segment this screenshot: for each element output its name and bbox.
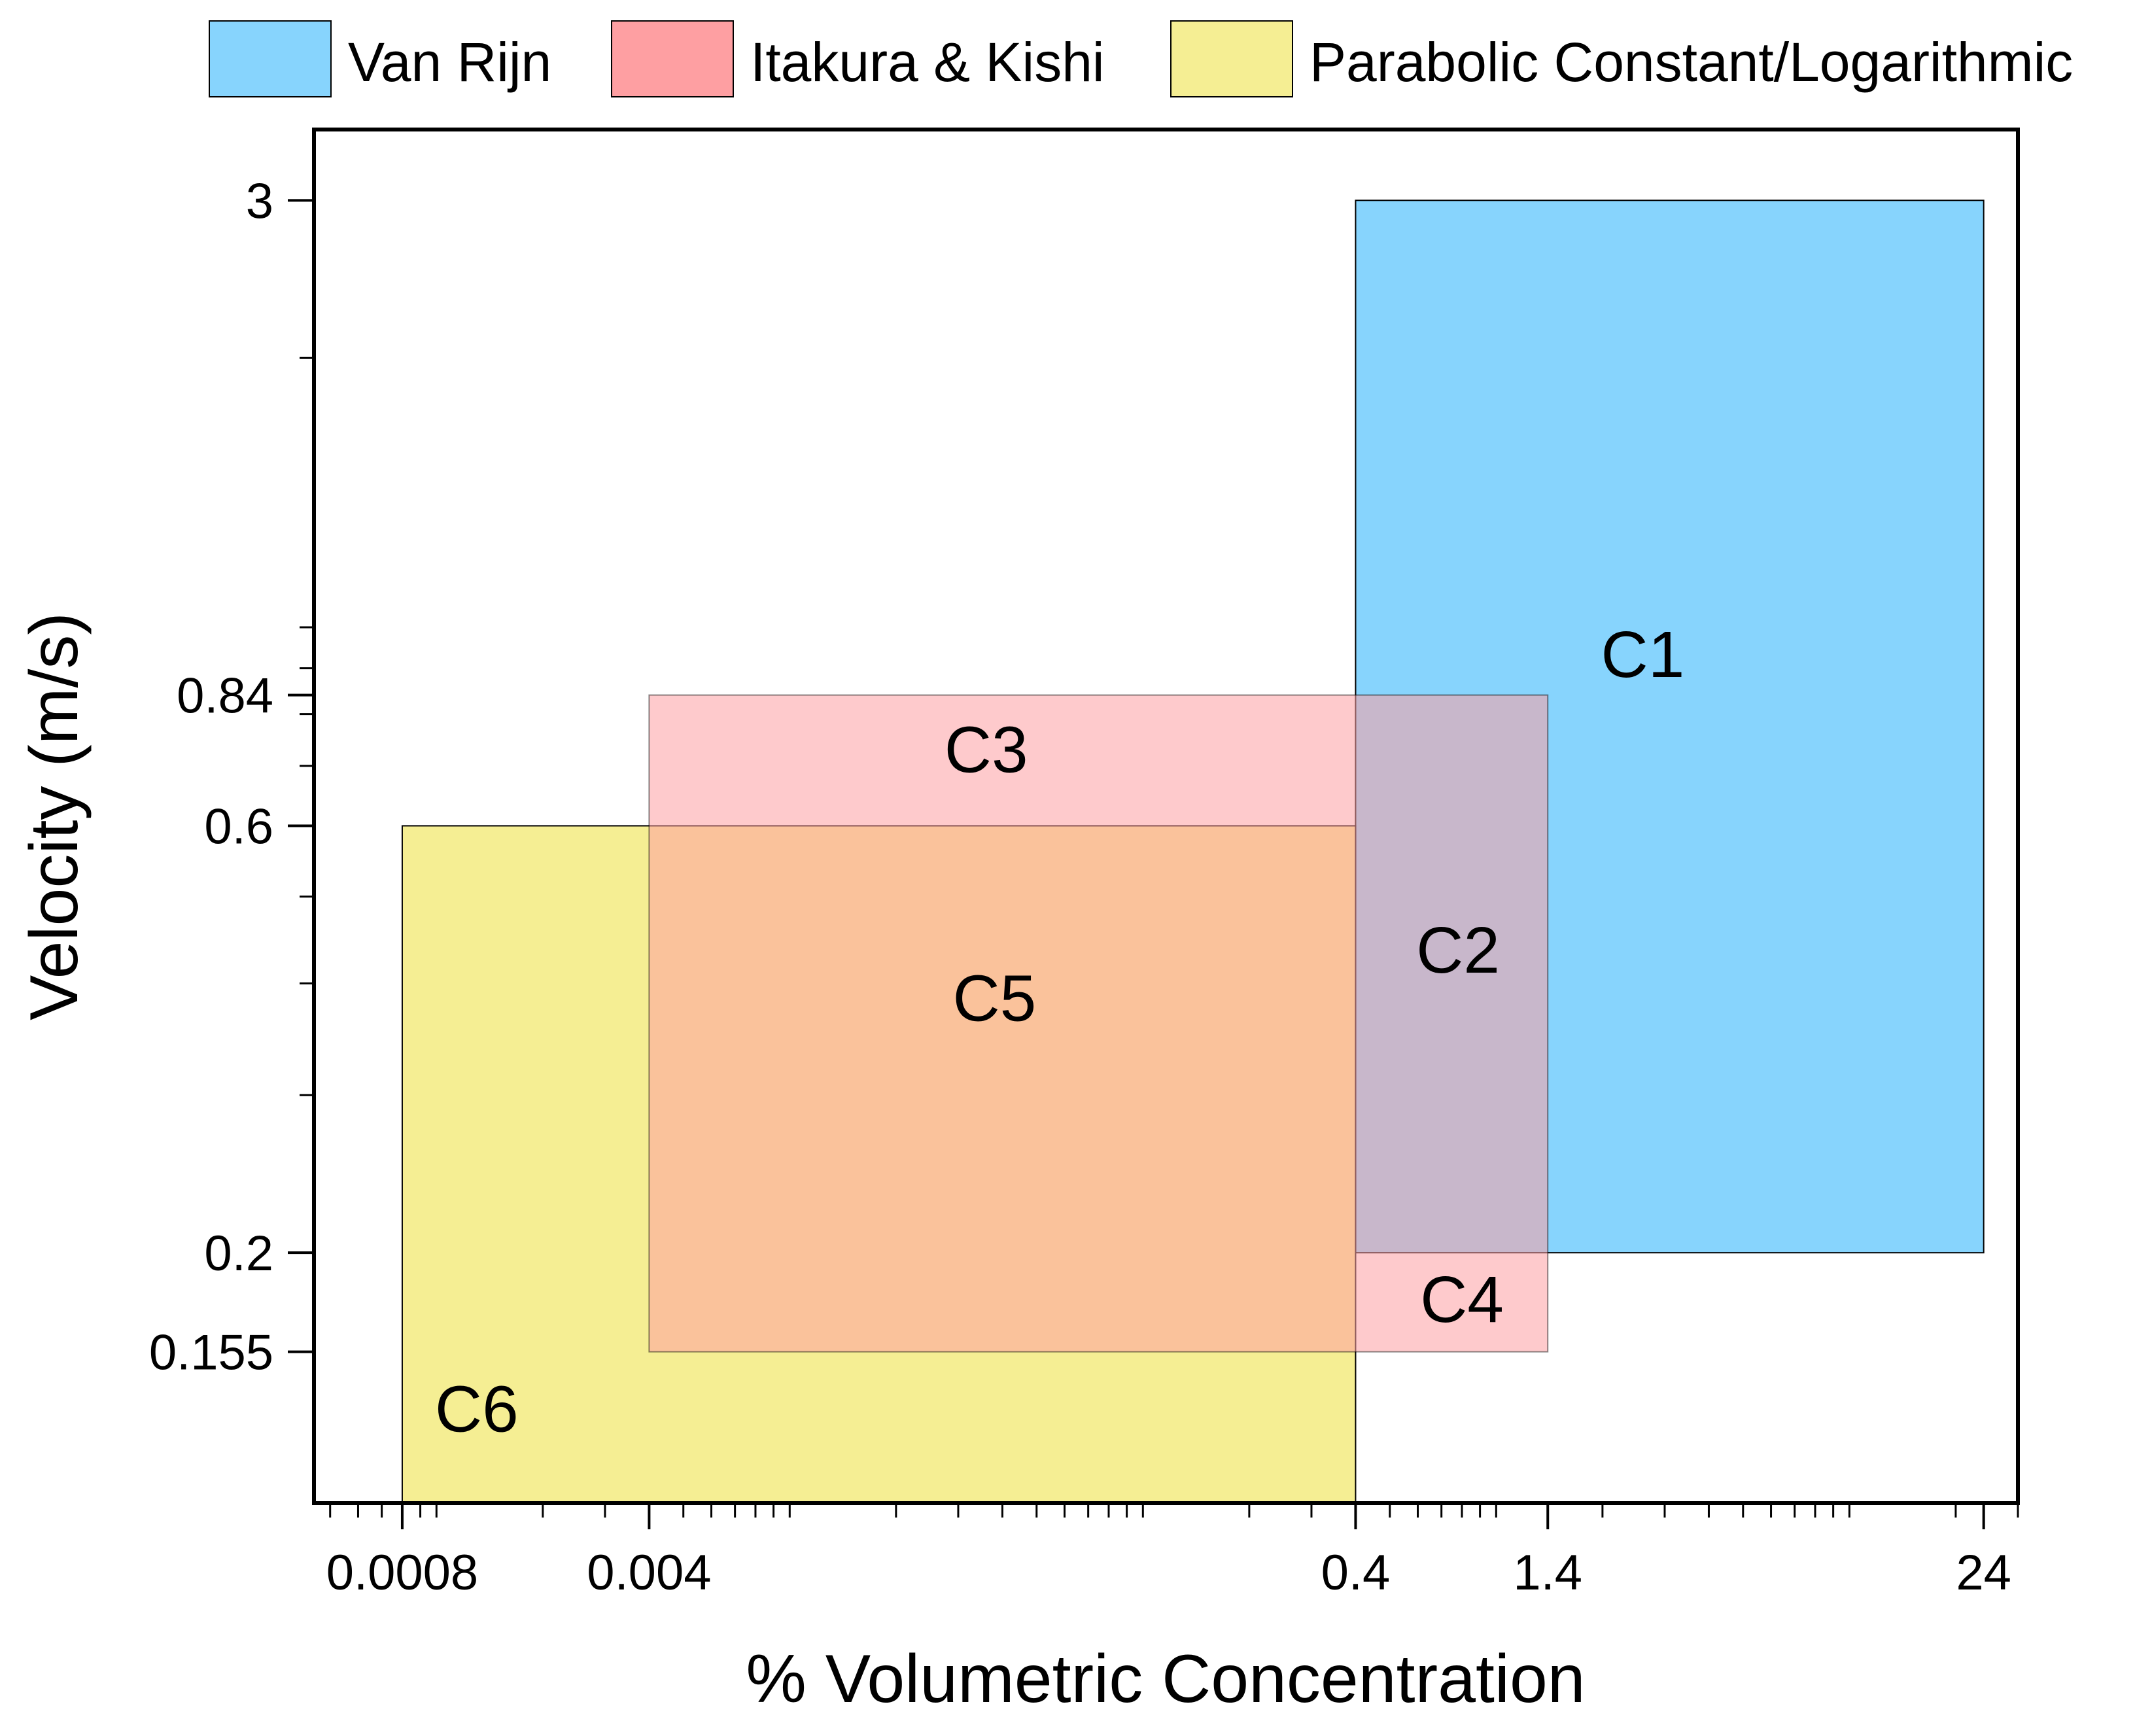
legend: Van Rijn Itakura & Kishi Parabolic Constan… (209, 20, 2073, 97)
y-tick-label: 0.84 (177, 668, 273, 724)
region-label-c5: C5 (952, 962, 1036, 1035)
y-tick-label: 3 (246, 173, 273, 229)
region-labels: C1 C2 C3 C4 C5 C6 (435, 618, 1684, 1446)
region-label-c2: C2 (1416, 914, 1500, 987)
legend-swatch-3 (1170, 20, 1293, 97)
region-label-c3: C3 (945, 714, 1028, 787)
x-tick-label: 0.0008 (326, 1545, 478, 1601)
y-axis: 0.155 0.2 0.6 0.84 3 (149, 173, 314, 1381)
legend-label-1: Van Rijn (348, 31, 551, 93)
x-tick-label: 1.4 (1513, 1545, 1582, 1601)
plot-frame (312, 128, 2020, 1505)
x-tick-label: 0.4 (1321, 1545, 1391, 1601)
y-axis-title: Velocity (m/s) (16, 612, 92, 1020)
y-tick-label: 0.6 (204, 799, 273, 854)
region-label-c4: C4 (1420, 1263, 1504, 1336)
x-tick-label: 0.004 (587, 1545, 711, 1601)
region-label-c6: C6 (435, 1372, 519, 1446)
x-tick-label: 24 (1956, 1545, 2011, 1601)
region-label-c1: C1 (1601, 618, 1684, 691)
chart-regions (401, 200, 1985, 1504)
legend-swatch-1 (209, 20, 332, 97)
y-tick-label: 0.155 (149, 1325, 273, 1381)
y-tick-label: 0.2 (204, 1226, 273, 1281)
x-axis: 0.0008 0.004 0.4 1.4 24 (326, 1503, 2019, 1601)
legend-label-3: Parabolic Constant/Logarithmic (1310, 31, 2073, 93)
x-axis-title: % Volumetric Concentration (746, 1641, 1585, 1717)
legend-swatch-2 (611, 20, 734, 97)
legend-label-2: Itakura & Kishi (750, 31, 1105, 93)
region-itakura-kishi (648, 694, 1549, 1353)
